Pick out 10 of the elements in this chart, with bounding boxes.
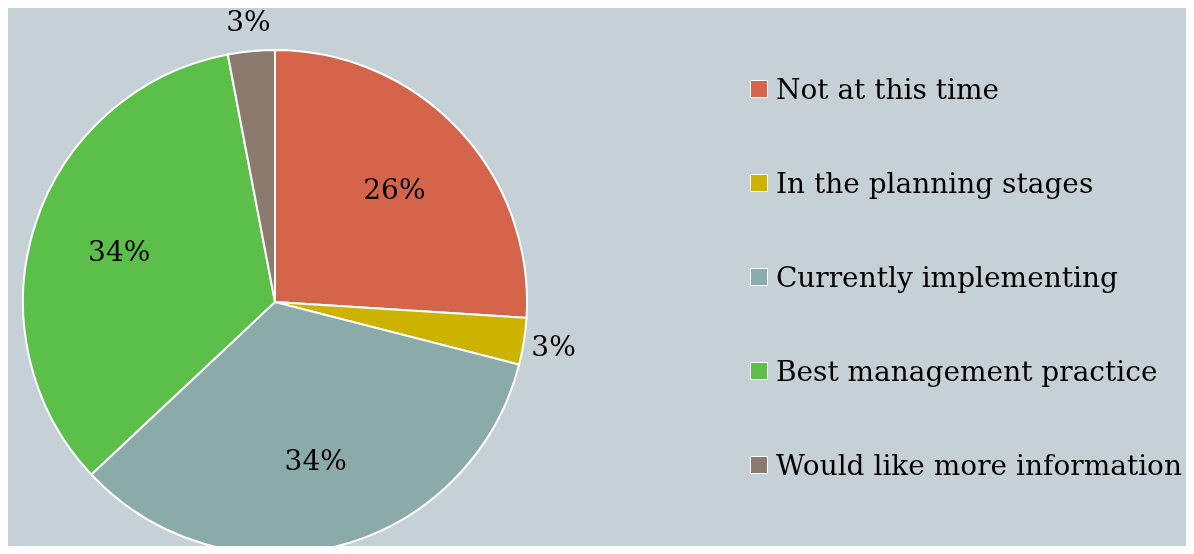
- legend-label: Currently implementing: [775, 260, 1118, 294]
- legend-label: Not at this time: [775, 72, 1000, 106]
- data-label: 3%: [226, 4, 271, 38]
- legend-label: Best management practice: [775, 354, 1158, 388]
- data-label: 3%: [531, 329, 576, 363]
- legend-label: In the planning stages: [775, 166, 1094, 200]
- data-label: 34%: [284, 444, 347, 478]
- data-label: 26%: [363, 173, 426, 207]
- data-label: 34%: [88, 234, 151, 268]
- legend-label: Would like more information: [775, 448, 1182, 482]
